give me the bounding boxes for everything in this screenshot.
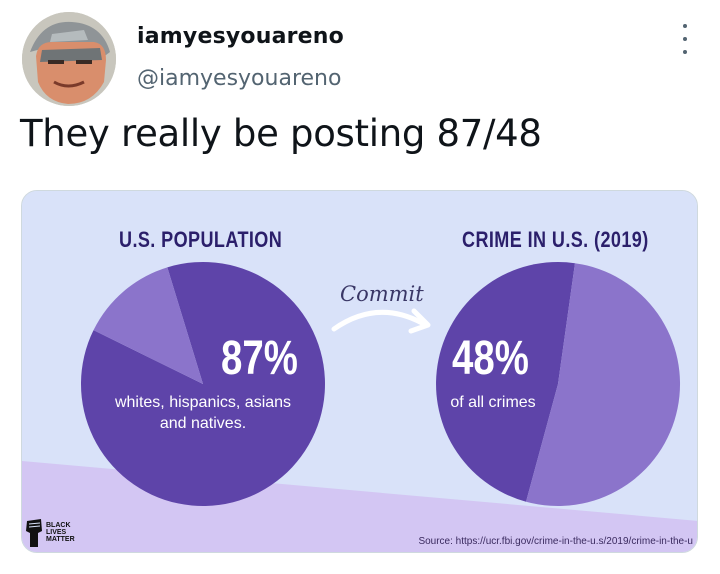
population-caption-line1: whites, hispanics, asians [114,394,292,411]
crime-heading: CRIME IN U.S. (2019) [462,227,649,252]
avatar-image [22,12,116,106]
pie-slice-87 [80,261,325,506]
crime-pie-chart [436,262,681,507]
tweet-media-image[interactable]: U.S. POPULATION CRIME IN U.S. (2019) Com… [21,190,698,553]
population-pie-chart [80,261,325,506]
avatar[interactable] [22,12,116,106]
source-citation: Source: https://ucr.fbi.gov/crime-in-the… [418,536,693,547]
arrow-icon [331,309,425,332]
population-caption: whites, hispanics, asians and natives. [92,392,314,434]
tweet-text: They really be posting 87/48 [20,112,542,155]
more-options-icon[interactable] [675,24,695,54]
pie-slice-52 [526,263,681,507]
blm-logo-text: BLACK LIVES MATTER [46,522,75,543]
blm-logo-word: MATTER [46,535,75,543]
display-name[interactable]: iamyesyouareno [137,24,344,49]
population-percentage: 87% [221,332,298,385]
population-heading: U.S. POPULATION [119,227,283,252]
connector-label: Commit [340,282,424,306]
crime-caption: of all crimes [450,394,536,411]
population-caption-line2: and natives. [159,415,247,432]
raised-fist-icon [26,519,42,547]
blm-logo: BLACK LIVES MATTER [24,517,75,547]
blm-logo-word: LIVES [46,528,67,536]
blm-logo-word: BLACK [46,521,71,529]
pie-slice-48 [436,262,575,502]
user-handle[interactable]: @iamyesyouareno [137,66,342,91]
pie-slice-13 [93,267,203,384]
crime-percentage: 48% [452,332,529,385]
